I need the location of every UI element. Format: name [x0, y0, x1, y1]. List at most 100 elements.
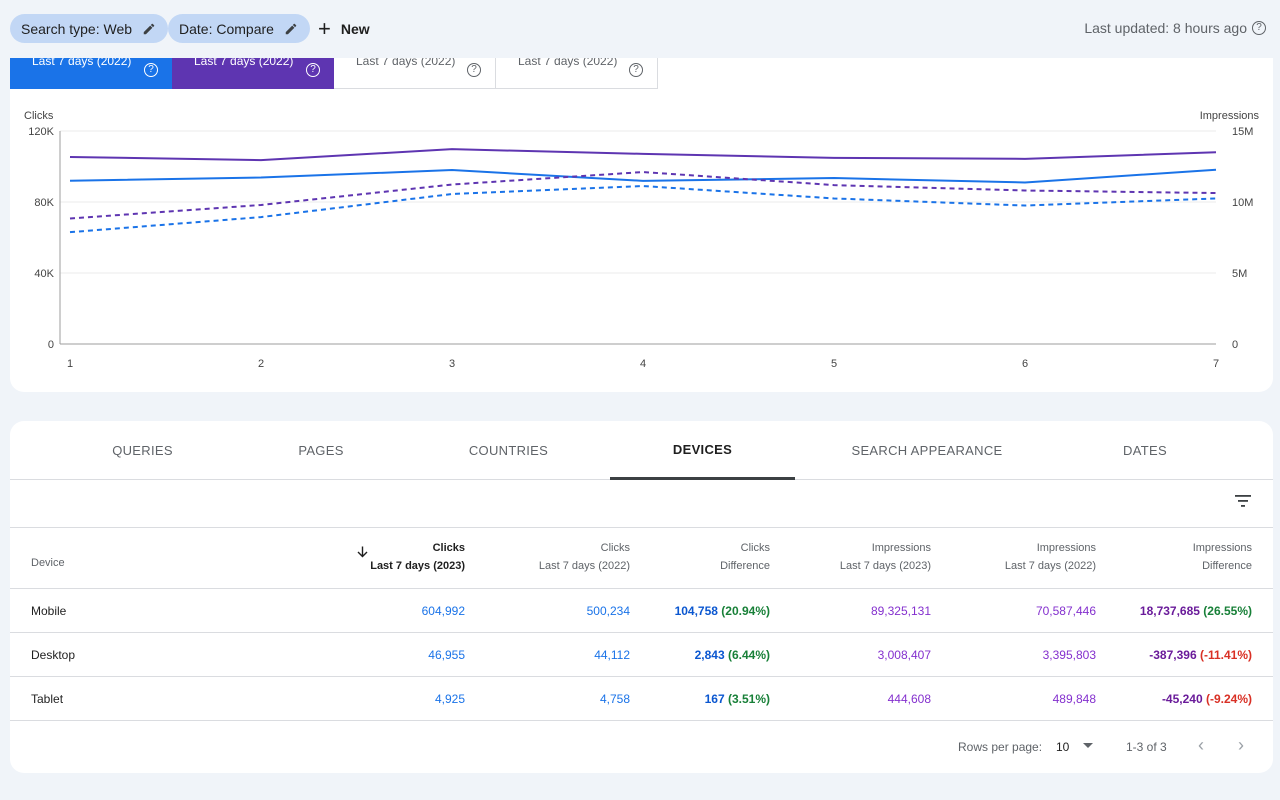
header-sub: Last 7 days (2022) [1004, 560, 1096, 572]
right-axis-tick-label: 10M [1232, 197, 1253, 209]
date-compare-chip[interactable]: Date: Compare [168, 14, 310, 43]
device-name: Mobile [31, 604, 67, 618]
chevron-right-icon[interactable]: › [1238, 735, 1244, 755]
header-label: Clicks [740, 542, 770, 554]
header-clicks-diff[interactable]: Clicks Difference [720, 539, 770, 575]
header-sub: Last 7 days (2023) [839, 560, 931, 572]
pagination-range: 1-3 of 3 [1126, 740, 1167, 754]
header-sub: Last 7 days (2022) [538, 560, 630, 572]
last-updated-text: Last updated: 8 hours ago [1084, 20, 1247, 36]
left-axis-tick-label: 0 [48, 339, 54, 351]
x-axis-tick-label: 6 [1022, 358, 1028, 370]
header-impressions-2023[interactable]: Impressions Last 7 days (2023) [840, 539, 931, 575]
header-sub: Last 7 days (2023) [370, 560, 465, 572]
right-axis-tick-label: 5M [1232, 268, 1247, 280]
header-label: Clicks [432, 542, 465, 554]
impressions-diff-cell: -387,396 (-11.41%) [1149, 648, 1252, 662]
header-device[interactable]: Device [31, 557, 65, 569]
header-sub: Difference [1202, 560, 1252, 572]
header-clicks-2023[interactable]: Clicks Last 7 days (2023) [370, 539, 465, 575]
clicks-2022-value: 500,234 [586, 604, 630, 618]
impressions-diff-cell: -45,240 (-9.24%) [1162, 692, 1252, 706]
clicks-2023-value: 604,992 [421, 604, 465, 618]
help-icon[interactable]: ? [629, 63, 643, 77]
metric-tile-clicks-2022[interactable]: Last 7 days (2022) ? [10, 58, 172, 89]
new-label: New [340, 20, 370, 37]
tab-pages[interactable]: PAGES [298, 443, 344, 458]
tab-queries[interactable]: QUERIES [112, 443, 173, 458]
impressions-2022-value: 70,587,446 [1035, 604, 1096, 618]
help-icon[interactable]: ? [306, 63, 320, 77]
clicks-2022-value: 4,758 [599, 692, 630, 706]
series-line-2022 [69, 185, 1217, 234]
impressions-2023-value: 444,608 [887, 692, 931, 706]
metric-tile-label: Last 7 days (2022) [518, 58, 618, 68]
help-icon[interactable]: ? [467, 63, 481, 77]
header-label: Impressions [1036, 542, 1096, 554]
sort-down-icon[interactable] [357, 546, 368, 558]
pencil-icon [285, 23, 297, 34]
header-clicks-2022[interactable]: Clicks Last 7 days (2022) [539, 539, 630, 575]
device-name: Tablet [31, 692, 64, 706]
tab-search-appearance[interactable]: SEARCH APPEARANCE [851, 443, 1003, 458]
header-impressions-2022[interactable]: Impressions Last 7 days (2022) [1005, 539, 1096, 575]
tab-countries[interactable]: COUNTRIES [468, 443, 549, 458]
x-axis-tick-label: 7 [1213, 358, 1219, 370]
metric-tile-impressions-2022[interactable]: Last 7 days (2022) ? [172, 58, 334, 89]
header-impressions-diff[interactable]: Impressions Difference [1193, 539, 1252, 575]
clicks-diff-pct: (6.44%) [727, 648, 770, 662]
new-filter-button[interactable]: + New [318, 14, 370, 43]
left-axis-tick-label: 120K [28, 126, 54, 138]
clicks-diff-cell: 104,758 (20.94%) [675, 604, 770, 618]
series-line-2023 [69, 148, 1217, 162]
table-row[interactable]: Tablet 4,925 4,758 167 (3.51%) 444,608 4… [10, 677, 1273, 721]
last-updated: Last updated: 8 hours ago ? [1084, 20, 1266, 36]
metric-tile-label: Last 7 days (2022) [32, 58, 132, 68]
clicks-diff-value: 104,758 [674, 604, 718, 618]
impressions-diff-value: 18,737,685 [1139, 604, 1200, 618]
dimension-tabs: QUERIES PAGES COUNTRIES DEVICES SEARCH A… [10, 421, 1273, 480]
table-toolbar [10, 480, 1273, 528]
metric-tile-label: Last 7 days (2022) [356, 58, 456, 68]
chevron-down-icon[interactable] [1083, 743, 1093, 748]
search-type-chip[interactable]: Search type: Web [10, 14, 169, 43]
table-row[interactable]: Desktop 46,955 44,112 2,843 (6.44%) 3,00… [10, 633, 1273, 677]
clicks-diff-cell: 2,843 (6.44%) [695, 648, 770, 662]
x-axis-tick-label: 1 [67, 358, 73, 370]
chevron-left-icon[interactable]: ‹ [1198, 735, 1204, 755]
line-chart: 0 0 40K 5M 80K 10M 120K 15M 1 2 3 4 5 6 7 [28, 126, 1253, 370]
header-sub: Difference [720, 560, 770, 572]
help-icon[interactable]: ? [1252, 21, 1266, 35]
tab-devices[interactable]: DEVICES [610, 421, 795, 480]
metric-tile-ctr-2022[interactable]: Last 7 days (2022) ? [334, 58, 496, 89]
table-row[interactable]: Mobile 604,992 500,234 104,758 (20.94%) … [10, 589, 1273, 633]
tab-dates[interactable]: DATES [1123, 443, 1167, 458]
metric-tile-position-2022[interactable]: Last 7 days (2022) ? [496, 58, 658, 89]
right-axis-title: Impressions [1199, 110, 1259, 122]
series-line-2022 [69, 171, 1217, 220]
metric-tile-label: Last 7 days (2022) [194, 58, 294, 68]
header-label: Clicks [600, 542, 630, 554]
filter-icon[interactable] [1235, 494, 1251, 508]
impressions-diff-pct: (-9.24%) [1205, 692, 1252, 706]
header-label: Impressions [871, 542, 931, 554]
impressions-2022-value: 3,395,803 [1042, 648, 1096, 662]
clicks-diff-pct: (20.94%) [721, 604, 770, 618]
impressions-2023-value: 3,008,407 [877, 648, 931, 662]
date-compare-label: Date: Compare [179, 20, 274, 37]
right-axis-tick-label: 0 [1232, 339, 1238, 351]
pagination: Rows per page: 10 1-3 of 3 ‹ › [10, 721, 1273, 773]
impressions-diff-pct: (26.55%) [1203, 604, 1252, 618]
left-axis-tick-label: 40K [34, 268, 54, 280]
impressions-2023-value: 89,325,131 [870, 604, 931, 618]
rows-per-page-select[interactable]: 10 [1056, 740, 1070, 754]
rows-per-page-label: Rows per page: [958, 740, 1043, 754]
clicks-2023-value: 46,955 [428, 648, 465, 662]
clicks-2022-value: 44,112 [594, 648, 630, 662]
clicks-diff-value: 2,843 [694, 648, 725, 662]
impressions-diff-value: -45,240 [1161, 692, 1203, 706]
clicks-diff-pct: (3.51%) [727, 692, 770, 706]
help-icon[interactable]: ? [144, 63, 158, 77]
search-type-label: Search type: Web [21, 20, 133, 37]
plus-icon: + [318, 15, 331, 41]
